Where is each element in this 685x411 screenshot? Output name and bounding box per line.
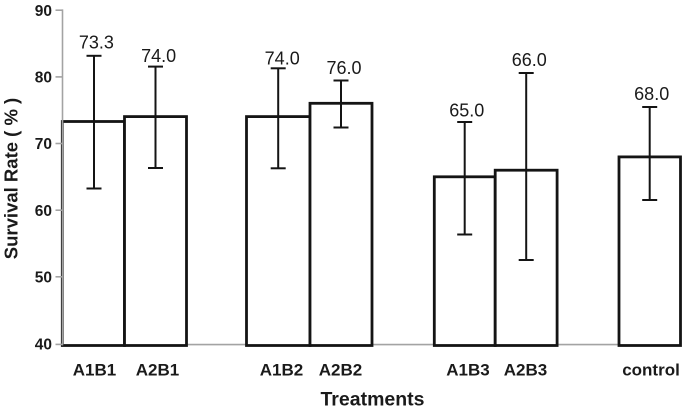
- svg-text:80: 80: [35, 70, 52, 87]
- svg-text:A2B3: A2B3: [504, 361, 547, 380]
- svg-text:66.0: 66.0: [512, 50, 547, 70]
- svg-text:76.0: 76.0: [326, 58, 361, 78]
- svg-text:control: control: [622, 361, 680, 380]
- svg-text:A2B2: A2B2: [319, 361, 362, 380]
- svg-text:68.0: 68.0: [634, 84, 669, 104]
- svg-text:40: 40: [35, 337, 52, 354]
- svg-text:Treatments: Treatments: [320, 389, 424, 411]
- svg-text:74.0: 74.0: [141, 46, 176, 66]
- svg-text:73.3: 73.3: [79, 33, 114, 53]
- svg-text:A2B1: A2B1: [136, 361, 179, 380]
- svg-text:65.0: 65.0: [449, 100, 484, 120]
- svg-text:Survival Rate ( % ): Survival Rate ( % ): [1, 98, 22, 259]
- svg-text:60: 60: [35, 203, 52, 220]
- svg-text:90: 90: [35, 3, 52, 20]
- svg-text:70: 70: [35, 136, 52, 153]
- svg-text:74.0: 74.0: [265, 48, 300, 68]
- svg-text:A1B2: A1B2: [260, 361, 303, 380]
- svg-text:A1B1: A1B1: [73, 361, 116, 380]
- svg-text:A1B3: A1B3: [446, 361, 489, 380]
- svg-text:50: 50: [35, 269, 52, 286]
